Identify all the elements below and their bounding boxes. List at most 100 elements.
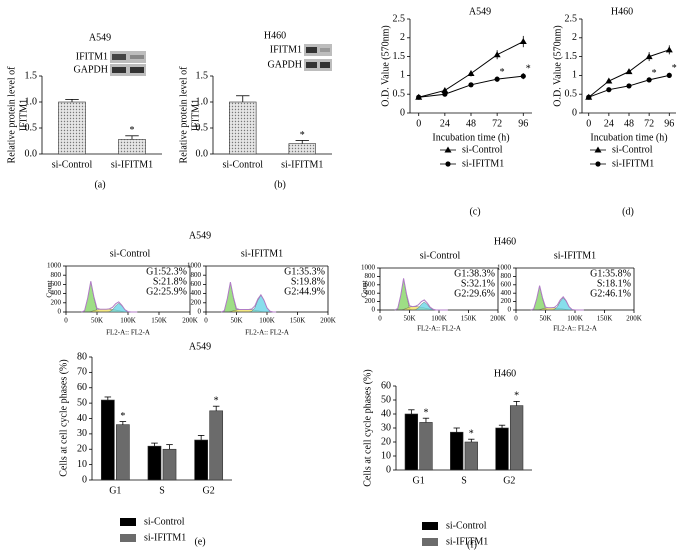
y-tick-label: 0 — [386, 464, 391, 475]
bar — [58, 101, 86, 155]
legend-swatch — [422, 538, 438, 546]
x-axis-label: Incubation time (h) — [590, 132, 667, 143]
bar — [116, 424, 130, 481]
x-tick-label: 150K — [151, 317, 167, 325]
marker — [493, 51, 501, 58]
x-tick-label: 0 — [586, 118, 591, 129]
y-tick-label: 0 — [198, 308, 202, 316]
panel-label: (c) — [469, 206, 480, 217]
y-tick-label: 400 — [191, 289, 202, 297]
y-tick-label: 2.5 — [393, 13, 406, 24]
y-tick-label: 800 — [51, 271, 62, 279]
legend-label: si-IFITM1 — [612, 158, 654, 169]
y-tick-label: 200 — [365, 297, 376, 305]
y-tick-label: 30 — [77, 428, 87, 439]
bar — [464, 441, 478, 471]
y-tick-label: 20 — [77, 444, 87, 455]
y-tick-label: 600 — [365, 280, 376, 288]
y-tick-label: 400 — [51, 289, 62, 297]
chart-title: H460 — [264, 30, 286, 41]
legend-swatch — [120, 534, 136, 542]
y-tick-label: 0.0 — [196, 148, 209, 159]
panel-label: (e) — [194, 536, 205, 547]
y-tick-label: 0.0 — [25, 148, 38, 159]
legend-swatch — [422, 522, 438, 530]
phase-annotation: G1:38.3% — [454, 268, 495, 279]
y-tick-label: 40 — [381, 408, 391, 419]
panel-label: (a) — [94, 179, 105, 190]
x-tick-label: 72 — [492, 118, 502, 129]
significance-star: * — [469, 428, 474, 439]
bar — [194, 439, 208, 481]
x-tick-label: 50K — [539, 315, 551, 323]
blot-label: GAPDH — [74, 64, 108, 75]
x-tick-label: S — [159, 485, 165, 496]
marker — [646, 77, 652, 83]
line — [81, 281, 138, 313]
phase-annotation: G2:25.9% — [146, 286, 187, 297]
y-tick-label: 0.5 — [196, 122, 209, 133]
x-tick-label: 0 — [204, 317, 208, 325]
bar — [118, 139, 146, 155]
blot-label: IFITM1 — [270, 44, 302, 55]
x-tick-label: G2 — [503, 475, 515, 486]
y-tick-label: 1000 — [361, 264, 376, 272]
line — [530, 285, 584, 311]
marker — [665, 46, 673, 53]
y-axis-label: IFITM1 — [190, 99, 201, 131]
line — [418, 41, 524, 98]
legend-label: si-IFITM1 — [462, 158, 504, 169]
x-tick-label: G2 — [203, 485, 215, 496]
x-tick-label: 50K — [403, 315, 415, 323]
x-tick-label: 100K — [431, 315, 447, 323]
y-tick-label: 1000 — [187, 262, 202, 270]
x-tick-label: G1 — [109, 485, 121, 496]
significance-star: * — [214, 395, 219, 406]
legend-swatch — [120, 518, 136, 526]
y-tick-label: 60 — [77, 382, 87, 393]
x-tick-label: 150K — [290, 317, 306, 325]
bar — [450, 431, 464, 471]
phase-annotation: S:21.8% — [153, 276, 187, 287]
chart-title: si-Control — [420, 250, 461, 261]
x-axis-label: Incubation time (h) — [432, 132, 509, 143]
y-tick-label: 600 — [51, 280, 62, 288]
bar — [495, 427, 509, 471]
blot-label: GAPDH — [268, 59, 302, 70]
x-axis-label: FL2-A:: FL2-A — [417, 325, 461, 333]
y-tick-label: 800 — [365, 272, 376, 280]
phase-annotation: S:32.1% — [461, 278, 495, 289]
significance-star: * — [300, 130, 305, 141]
blot-image — [304, 44, 332, 71]
y-tick-label: 2 — [572, 32, 577, 43]
y-tick-label: 0.5 — [565, 88, 578, 99]
marker — [520, 73, 526, 79]
bar — [229, 101, 257, 155]
x-tick-label: G1 — [413, 475, 425, 486]
x-tick-label: 0 — [378, 315, 382, 323]
y-tick-label: 200 — [501, 297, 512, 305]
x-tick-label: si-IFITM1 — [281, 159, 323, 170]
y-axis-label: Cells at cell cycle phases (%) — [58, 359, 69, 476]
y-axis-label: Relative protein level of — [6, 66, 17, 164]
y-tick-label: 0.5 — [25, 122, 38, 133]
bar — [288, 143, 316, 155]
y-tick-label: 0 — [508, 306, 512, 314]
y-tick-label: 1.5 — [25, 70, 38, 81]
y-tick-label: 60 — [381, 380, 391, 391]
y-tick-label: 40 — [77, 413, 87, 424]
y-tick-label: 0 — [82, 474, 87, 485]
phase-annotation: G1:52.3% — [146, 266, 187, 277]
marker — [605, 77, 613, 84]
group-title: A549 — [189, 230, 211, 241]
panel-label: (d) — [622, 206, 634, 217]
y-axis-label: Cells at cell cycle phases (%) — [362, 369, 373, 486]
group-title: H460 — [494, 236, 516, 247]
legend-label: si-Control — [144, 516, 185, 527]
x-axis-label: FL2-A:: FL2-A — [245, 329, 289, 337]
y-tick-label: 0.5 — [393, 88, 406, 99]
significance-star: * — [652, 68, 657, 79]
phase-annotation: S:18.1% — [597, 278, 631, 289]
chart-title: A549 — [89, 32, 111, 43]
